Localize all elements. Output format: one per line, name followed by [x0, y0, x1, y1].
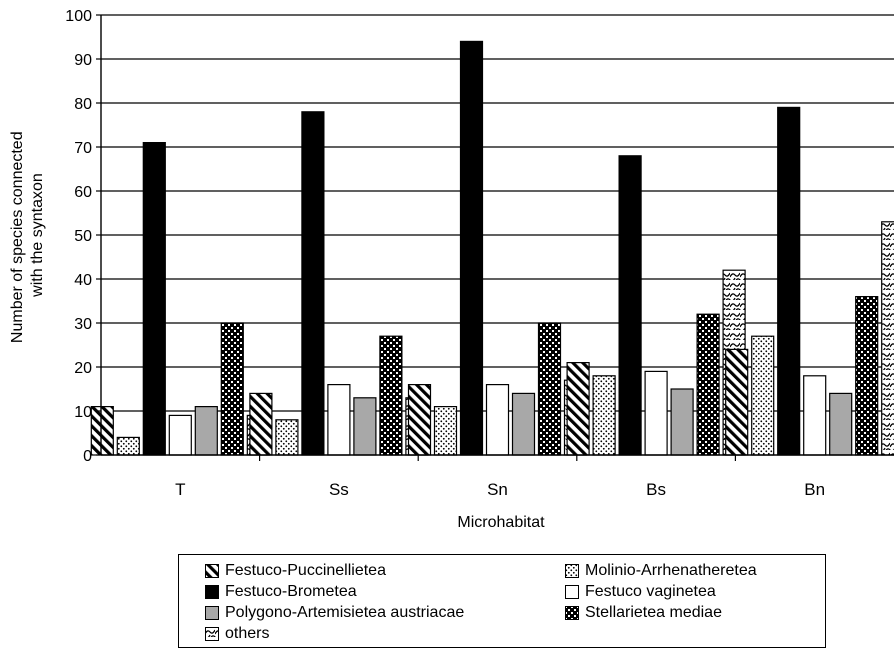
bar	[459, 40, 484, 456]
x-tick-label: Sn	[487, 480, 508, 499]
bar	[433, 406, 458, 456]
y-tick-label: 40	[74, 272, 92, 289]
bar	[301, 111, 325, 456]
bar	[353, 397, 377, 456]
legend-item: others	[205, 624, 269, 644]
bar	[881, 221, 894, 456]
y-tick-label: 20	[74, 360, 92, 377]
bar	[566, 362, 590, 456]
bar	[275, 419, 299, 456]
bar-chart: 0 10 20 30 40 50 60 70 80 90 100 T Ss Sn Bs Bn Microhab…	[9, 8, 894, 531]
bar	[407, 384, 432, 456]
bar	[168, 414, 192, 456]
y-tick-label: 30	[74, 316, 92, 333]
bar	[220, 322, 244, 456]
legend-item: Molinio-Arrhenatheretea	[565, 561, 757, 581]
legend-swatch	[205, 606, 219, 620]
x-tick-label: Bn	[804, 480, 825, 499]
legend-label: Stellarietea mediae	[585, 604, 722, 621]
legend-item: Stellarietea mediae	[565, 603, 722, 623]
grid-lines	[101, 14, 894, 412]
x-tick-label: Ss	[329, 480, 349, 499]
bar	[537, 322, 562, 456]
y-tick-label: 10	[74, 404, 92, 421]
bar	[249, 392, 273, 456]
y-axis-title-line-2: with the syntaxon	[29, 173, 46, 298]
legend-swatch	[565, 564, 579, 578]
y-tick-label: 60	[74, 184, 92, 201]
legend-label: Polygono-Artemisietea austriacae	[225, 604, 465, 621]
bar	[90, 406, 114, 456]
legend-swatch	[565, 606, 579, 620]
y-tick-label: 100	[65, 8, 92, 25]
legend-swatch	[205, 585, 219, 599]
y-tick-label: 80	[74, 96, 92, 113]
bar	[116, 436, 140, 456]
legend-label: Festuco vaginetea	[585, 583, 716, 600]
bar	[777, 106, 801, 456]
legend-swatch	[205, 564, 219, 578]
x-tick-label: T	[175, 480, 185, 499]
legend-label: Festuco-Puccinellietea	[225, 562, 386, 579]
y-axis-title: Number of species connected with the syn…	[9, 127, 46, 343]
bar	[829, 392, 853, 456]
bar	[618, 155, 642, 456]
bar	[670, 388, 694, 456]
bar	[194, 406, 218, 456]
bar	[644, 370, 668, 456]
legend-item: Festuco vaginetea	[565, 582, 716, 602]
y-tick-label: 0	[83, 448, 92, 465]
bar	[327, 384, 351, 456]
legend-item: Polygono-Artemisietea austriacae	[205, 603, 464, 623]
bar	[511, 392, 536, 456]
bars	[90, 40, 894, 456]
legend-label: Molinio-Arrhenatheretea	[585, 562, 757, 579]
y-tick-label: 50	[74, 228, 92, 245]
bar	[485, 384, 510, 456]
legend-label: Festuco-Brometea	[225, 583, 357, 600]
legend-swatch	[565, 585, 579, 599]
y-axis-title-line-1: Number of species connected	[9, 131, 26, 343]
legend-label: others	[225, 625, 270, 642]
legend-item: Festuco-Puccinellietea	[205, 561, 386, 581]
legend-swatch	[205, 627, 219, 641]
bar	[855, 296, 879, 456]
bar	[379, 335, 403, 456]
bar	[751, 335, 775, 456]
x-tick-label: Bs	[646, 480, 666, 499]
legend: Festuco-Puccinellietea Molinio-Arrhenathe…	[178, 554, 826, 648]
bar	[725, 348, 749, 456]
x-axis-title: Microhabitat	[457, 514, 545, 531]
bar	[696, 313, 720, 456]
bar	[142, 142, 166, 456]
legend-item: Festuco-Brometea	[205, 582, 357, 602]
bar	[803, 375, 827, 456]
tick-labels: 0 10 20 30 40 50 60 70 80 90 100 T Ss Sn Bs Bn	[65, 8, 825, 499]
bar	[592, 375, 616, 456]
y-tick-label: 90	[74, 52, 92, 69]
y-tick-label: 70	[74, 140, 92, 157]
